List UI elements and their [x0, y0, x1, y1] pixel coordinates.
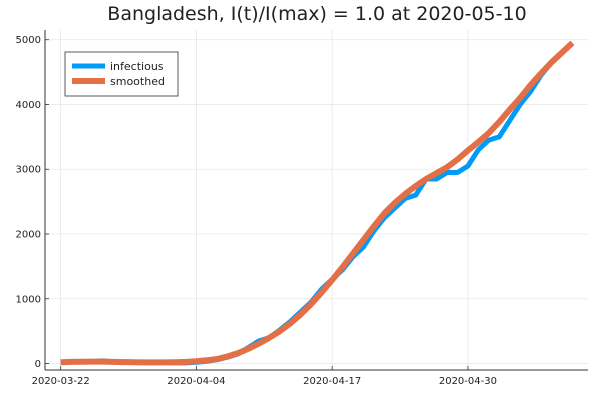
x-tick-label: 2020-04-04: [167, 376, 225, 387]
grid: [45, 30, 588, 370]
y-tick-label: 5000: [16, 35, 41, 46]
y-tick-label: 3000: [16, 165, 41, 176]
legend: infectious smoothed: [64, 51, 179, 97]
x-tick-label: 2020-04-17: [303, 376, 361, 387]
y-tick-label: 1000: [16, 294, 41, 305]
y-tick-label: 2000: [16, 230, 41, 241]
y-tick-label: 4000: [16, 100, 41, 111]
x-tick-label: 2020-03-22: [32, 376, 90, 387]
x-tick-label: 2020-04-30: [439, 376, 497, 387]
axes: 0 1000 2000 3000 4000 5000 2020-03-22 2020-04-0…: [16, 30, 588, 387]
y-tick-label: 0: [35, 359, 41, 370]
legend-label-smoothed: smoothed: [110, 75, 165, 88]
series-group: [60, 40, 575, 366]
chart-title: Bangladesh, I(t)/I(max) = 1.0 at 2020-05…: [107, 3, 526, 25]
legend-label-infectious: infectious: [110, 60, 164, 73]
legend-box: [64, 51, 179, 97]
series-line-smoothed: [60, 40, 575, 366]
